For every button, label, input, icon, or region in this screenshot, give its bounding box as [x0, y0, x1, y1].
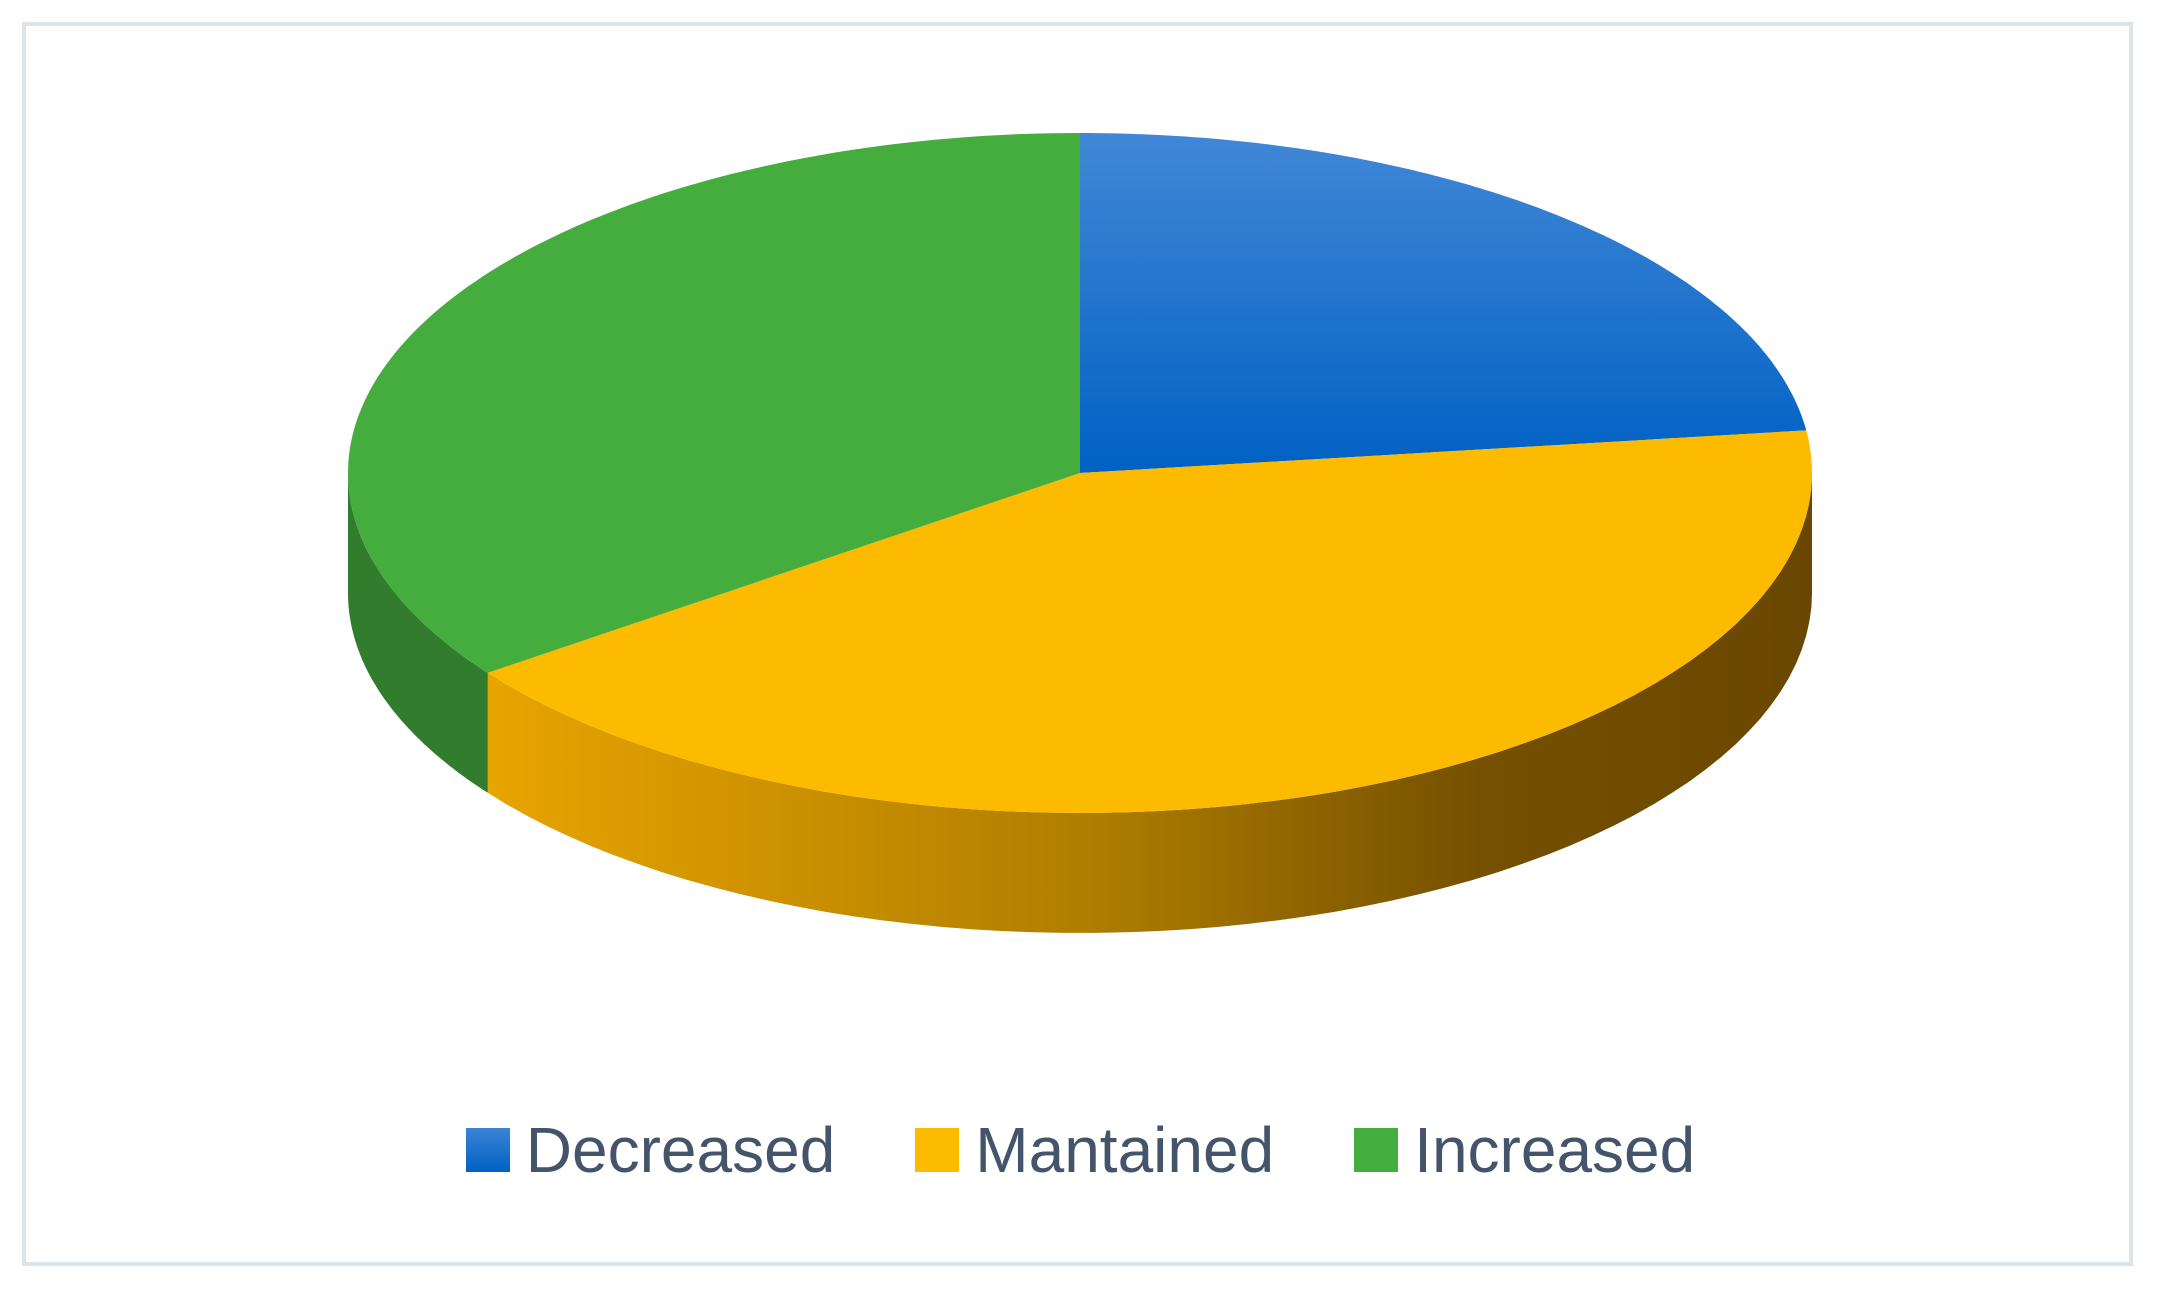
legend-item-increased: Increased: [1354, 1118, 1695, 1182]
pie-slice-decreased: [1080, 133, 1807, 473]
legend-label-increased: Increased: [1414, 1114, 1696, 1186]
legend-item-decreased: Decreased: [465, 1114, 836, 1186]
pie-slice-increased: [348, 133, 1080, 673]
legend-label-mantained: Mantained: [975, 1114, 1275, 1186]
pie-side-increased: [348, 473, 488, 793]
legend-swatch-decreased: [465, 1128, 510, 1172]
pie-slice-mantained: [487, 430, 1812, 813]
legend: Decreased Mantained Increased: [0, 1105, 2161, 1195]
legend-item-mantained: Mantained: [915, 1118, 1274, 1182]
legend-swatch-mantained: [915, 1128, 960, 1172]
legend-swatch-increased: [1354, 1128, 1399, 1172]
legend-label-decreased: Decreased: [525, 1114, 836, 1186]
pie-side-mantained: [487, 473, 1812, 933]
